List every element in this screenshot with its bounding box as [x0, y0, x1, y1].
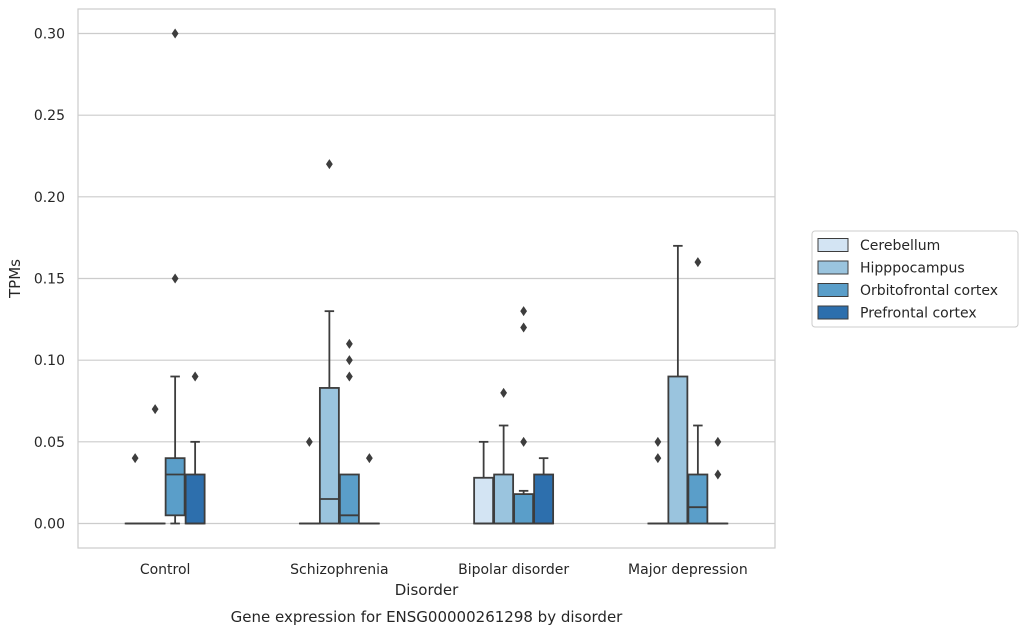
legend: Cerebellum Hipppocampus Orbitofrontal cort… — [811, 230, 1019, 328]
box — [338, 473, 360, 525]
x-tick-label: Bipolar disorder — [458, 562, 569, 578]
box — [533, 473, 555, 525]
legend-swatch — [817, 260, 849, 275]
legend-item: Orbitofrontal cortex — [817, 283, 998, 299]
outlier-point — [305, 436, 313, 447]
y-tick-label: 0.10 — [34, 353, 65, 369]
y-tick-label: 0.30 — [34, 27, 65, 43]
outlier-point — [714, 469, 722, 480]
outlier-point — [654, 453, 662, 464]
legend-swatch — [817, 283, 849, 297]
legend-swatch — [817, 238, 849, 252]
box — [184, 473, 206, 525]
y-tick-label: 0.20 — [34, 190, 65, 206]
box-plot-area — [124, 28, 729, 525]
box-group — [164, 28, 186, 525]
box — [318, 387, 340, 525]
box — [473, 476, 495, 525]
outlier-point — [171, 28, 179, 39]
box-group — [493, 387, 515, 525]
outlier-point — [520, 436, 528, 447]
y-tick-label: 0.00 — [34, 517, 65, 533]
outlier-point — [520, 322, 528, 333]
y-axis-ticks: 0.00 0.05 0.10 0.15 0.20 0.25 0.30 — [34, 27, 65, 533]
outlier-point — [171, 273, 179, 284]
plot-frame — [77, 8, 776, 549]
outlier-point — [365, 453, 373, 464]
outlier-point — [191, 371, 199, 382]
outlier-point — [500, 387, 508, 398]
box-group — [358, 453, 380, 525]
box-group — [707, 436, 729, 525]
outlier-point — [131, 453, 139, 464]
y-tick-label: 0.05 — [34, 435, 65, 451]
outlier-point — [654, 436, 662, 447]
box — [513, 493, 535, 525]
box-group — [513, 306, 535, 525]
x-tick-label: Control — [140, 562, 191, 578]
legend-frame — [811, 230, 1019, 328]
legend-label: Prefrontal cortex — [860, 306, 977, 322]
outlier-point — [345, 371, 353, 382]
box — [493, 473, 515, 525]
box — [667, 375, 689, 525]
box-group — [667, 244, 689, 525]
outlier-point — [345, 355, 353, 366]
outlier-point — [325, 159, 333, 170]
outlier-point — [345, 338, 353, 349]
legend-label: Hipppocampus — [860, 261, 965, 277]
outlier-point — [714, 436, 722, 447]
box-group — [533, 457, 555, 525]
x-tick-label: Schizophrenia — [290, 562, 388, 578]
box — [164, 457, 186, 517]
legend-item: Hipppocampus — [817, 260, 965, 277]
chart-caption: Gene expression for ENSG00000261298 by d… — [231, 608, 624, 626]
box-group — [144, 404, 166, 525]
outlier-point — [694, 257, 702, 268]
box-group — [298, 436, 320, 525]
box-group — [647, 436, 669, 525]
x-tick-label: Major depression — [628, 562, 748, 578]
box-group — [184, 371, 206, 525]
box-group — [687, 257, 709, 525]
y-tick-label: 0.25 — [34, 108, 65, 124]
y-axis-title: TPMs — [6, 259, 24, 299]
box-group — [338, 338, 360, 525]
box-group — [124, 453, 146, 525]
outlier-point — [520, 306, 528, 317]
y-tick-label: 0.15 — [34, 272, 65, 288]
x-axis-ticks: Control Schizophrenia Bipolar disorder Majo… — [140, 562, 748, 578]
legend-item: Prefrontal cortex — [817, 305, 977, 322]
outlier-point — [151, 404, 159, 415]
box — [687, 473, 709, 525]
legend-item: Cerebellum — [817, 238, 940, 254]
box-group — [473, 440, 495, 525]
x-axis-title: Disorder — [395, 581, 459, 599]
box-group — [318, 159, 340, 525]
legend-swatch — [817, 305, 849, 320]
legend-label: Cerebellum — [860, 238, 940, 254]
legend-label: Orbitofrontal cortex — [860, 283, 998, 299]
